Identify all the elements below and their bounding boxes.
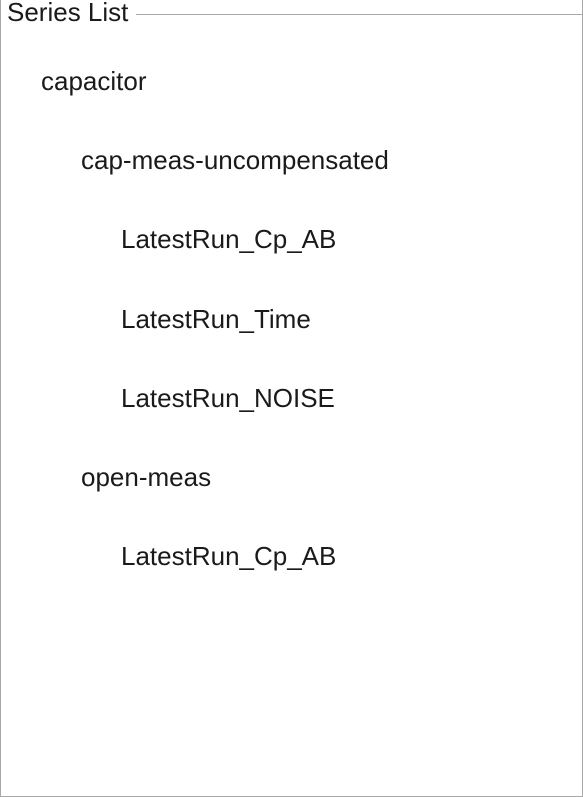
tree-leaf-latestrun-time[interactable]: LatestRun_Time (1, 296, 582, 343)
tree-leaf-latestrun-cp-ab[interactable]: LatestRun_Cp_AB (1, 216, 582, 263)
panel-title: Series List (1, 0, 136, 26)
tree-leaf-open-latestrun-cp-ab[interactable]: LatestRun_Cp_AB (1, 533, 582, 580)
tree-node-capacitor[interactable]: capacitor (1, 58, 582, 105)
tree-node-cap-meas-uncompensated[interactable]: cap-meas-uncompensated (1, 137, 582, 184)
series-list-panel: Series List capacitor cap-meas-uncompens… (0, 0, 583, 797)
tree-leaf-latestrun-noise[interactable]: LatestRun_NOISE (1, 375, 582, 422)
series-tree: capacitor cap-meas-uncompensated LatestR… (1, 20, 582, 580)
tree-node-open-meas[interactable]: open-meas (1, 454, 582, 501)
